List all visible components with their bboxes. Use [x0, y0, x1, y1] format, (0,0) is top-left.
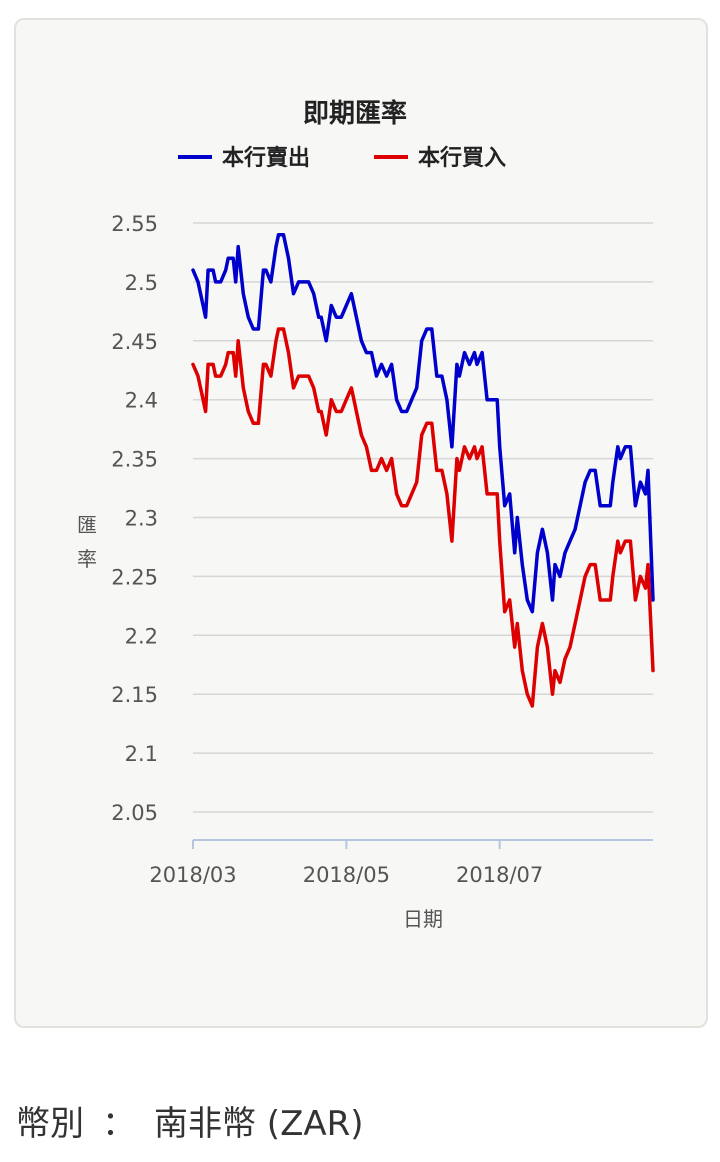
legend-label-1: 本行買入	[418, 145, 506, 171]
chart-title: 即期匯率	[303, 98, 407, 129]
x-tick-label: 2018/07	[456, 863, 543, 887]
y-tick-label: 2.5	[125, 271, 158, 295]
y-axis-label: 率	[77, 547, 97, 571]
y-tick-label: 2.35	[111, 448, 158, 472]
series-line-1	[191, 327, 655, 708]
y-tick-label: 2.15	[111, 683, 158, 707]
y-tick-label: 2.1	[125, 742, 158, 766]
y-tick-label: 2.2	[125, 624, 158, 648]
legend-label-0: 本行賣出	[222, 145, 310, 171]
y-tick-label: 2.3	[125, 507, 158, 531]
x-axis-label: 日期	[403, 907, 443, 931]
series-line-0	[191, 233, 655, 614]
y-tick-label: 2.25	[111, 565, 158, 589]
x-tick-label: 2018/03	[149, 863, 236, 887]
y-tick-label: 2.05	[111, 801, 158, 825]
y-axis-label: 匯	[77, 513, 97, 537]
currency-separator: ：	[102, 1104, 136, 1144]
y-tick-label: 2.4	[125, 389, 158, 413]
x-tick-label: 2018/05	[303, 863, 390, 887]
currency-value: 南非幣 (ZAR)	[154, 1104, 364, 1144]
y-tick-label: 2.45	[111, 330, 158, 354]
chart-card: 即期匯率本行賣出 本行買入 2.55 2.5 2.45 2.4 2.35 2.3 2.25 2.2…	[14, 18, 708, 1028]
currency-caption: 幣別 ： 南非幣 (ZAR)	[16, 1096, 364, 1145]
y-tick-label: 2.55	[111, 212, 158, 236]
currency-label: 幣別	[16, 1104, 84, 1144]
